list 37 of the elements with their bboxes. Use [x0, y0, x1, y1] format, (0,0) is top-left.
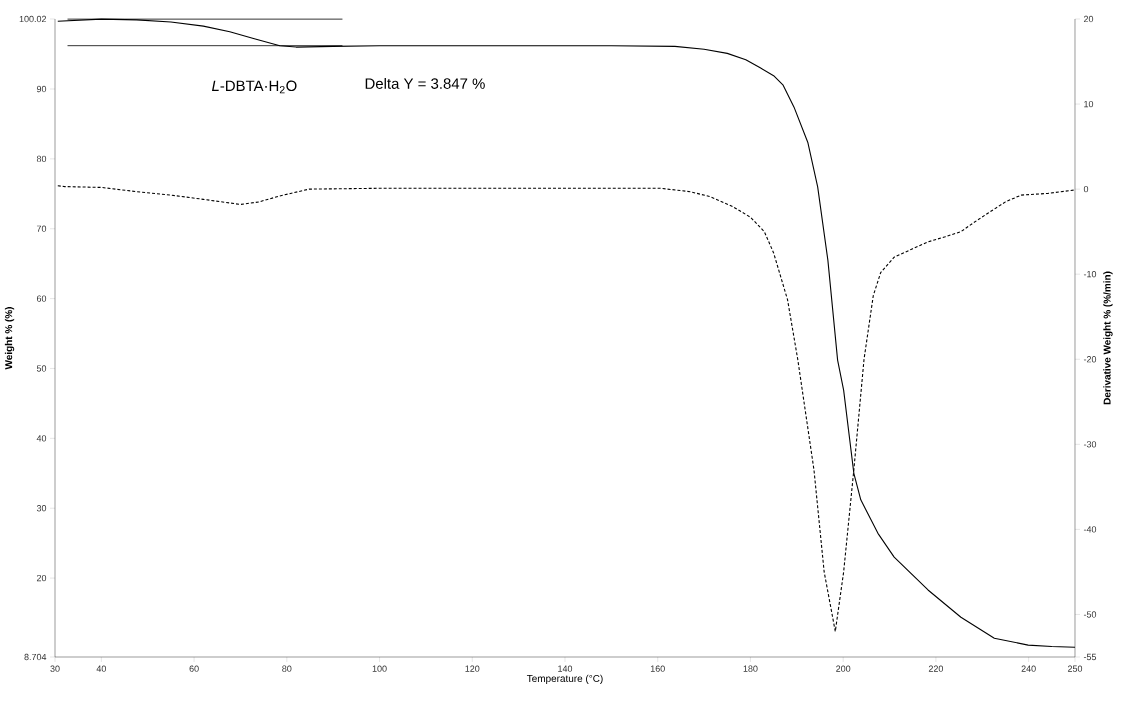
- y2-tick-label: 10: [1084, 100, 1094, 108]
- y-tick-label: 40: [36, 435, 47, 442]
- y-tick-label: 70: [36, 225, 47, 232]
- y-tick-label: 30: [36, 505, 47, 512]
- x-tick-label: 60: [189, 665, 199, 672]
- y2-tick-label: -10: [1083, 271, 1097, 278]
- x-tick-label: 200: [836, 665, 851, 672]
- y2-tick-label: -40: [1083, 526, 1097, 533]
- x-tick-label: 220: [928, 665, 944, 672]
- y2-tick-label: -50: [1083, 611, 1097, 618]
- y-tick-label: 80: [36, 155, 47, 163]
- y-axis-title: Weight % (%): [4, 307, 15, 370]
- y2-tick-label: 0: [1083, 185, 1089, 193]
- x-tick-label: 160: [650, 665, 665, 672]
- annotation: L-DBTA·H$_{2}$O: [211, 80, 297, 94]
- y-tick-label: 60: [36, 295, 47, 302]
- x-tick-label: 250: [1067, 665, 1083, 672]
- y2-tick-label: -20: [1083, 356, 1097, 363]
- y-tick-label: 8.704: [24, 653, 47, 661]
- y2-axis-title: Derivative Weight % (%/min): [1103, 271, 1113, 405]
- annotation: Delta Y = 3.847 %: [365, 77, 485, 89]
- x-tick-label: 40: [96, 665, 106, 672]
- y-tick-label: 90: [36, 85, 47, 93]
- x-tick-label: 120: [465, 665, 480, 672]
- y-tick-label: 50: [36, 365, 47, 372]
- x-axis-title: Temperature (°C): [526, 674, 603, 684]
- y2-tick-label: -30: [1083, 441, 1097, 448]
- x-tick-label: 30: [50, 665, 60, 672]
- x-tick-label: 80: [282, 665, 292, 672]
- x-tick-label: 240: [1021, 665, 1036, 672]
- x-tick-label: 100: [372, 665, 387, 672]
- y-tick-label: 100.02: [19, 15, 47, 23]
- x-tick-label: 180: [743, 665, 758, 672]
- y2-tick-label: -55: [1083, 653, 1097, 661]
- x-tick-label: 140: [558, 665, 573, 672]
- y2-tick-label: 20: [1083, 15, 1094, 23]
- y-tick-label: 20: [36, 574, 47, 582]
